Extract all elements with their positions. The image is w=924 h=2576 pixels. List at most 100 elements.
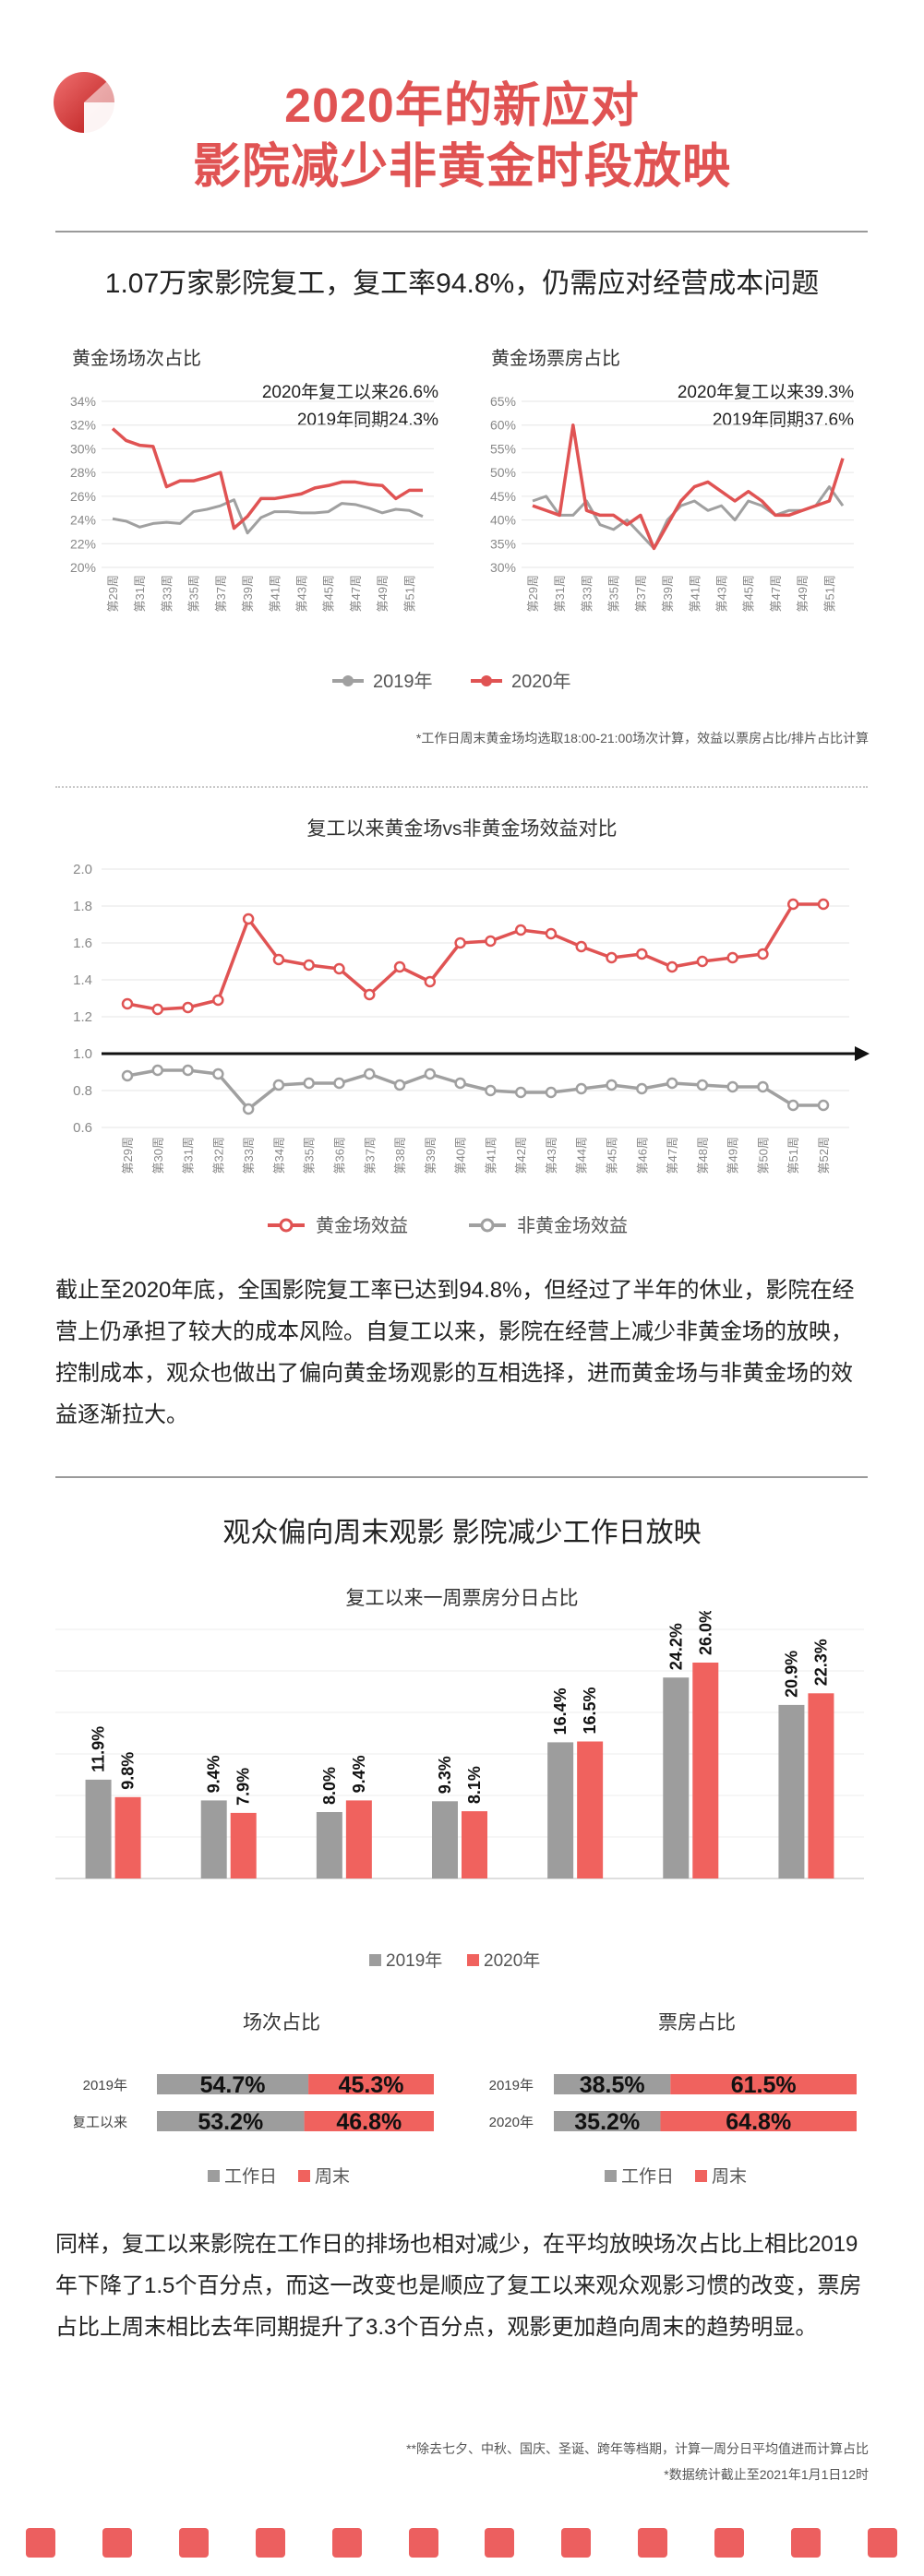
x-tick-label: 第41周 xyxy=(688,575,702,612)
x-tick-label: 第38周 xyxy=(393,1137,407,1174)
x-tick-label: 第49周 xyxy=(376,575,390,612)
x-tick-label: 第41周 xyxy=(268,575,282,612)
section1-title: 1.07万家影院复工，复工率94.8%，仍需应对经营成本问题 xyxy=(104,268,820,299)
data-point xyxy=(151,1064,164,1077)
chart5-title: 场次占比 xyxy=(243,2012,320,2033)
chart3-title: 复工以来黄金场vs非黄金场效益对比 xyxy=(306,818,618,840)
bar-2019年-周四 xyxy=(432,1801,458,1878)
y-tick-label: 0.6 xyxy=(73,1120,92,1136)
x-tick-label: 第41周 xyxy=(484,1137,498,1174)
data-label: 22.3% xyxy=(811,1639,830,1686)
data-label: 9.3% xyxy=(436,1756,454,1794)
data-point xyxy=(212,1067,224,1080)
series-line-2020年 xyxy=(111,427,423,531)
baseline-arrow-icon xyxy=(855,1046,870,1061)
decorative-square xyxy=(408,2528,438,2558)
bar-segment-周末 xyxy=(670,2074,857,2094)
data-point xyxy=(545,1086,558,1099)
y-tick-label: 50% xyxy=(490,465,516,480)
chart4-svg: 11.9%9.8%周一9.4%7.9%周二8.0%9.4%周三9.3%8.1%周… xyxy=(55,1611,864,1879)
x-tick-label: 第45周 xyxy=(322,575,336,612)
data-label: 54.7% xyxy=(200,2072,266,2098)
data-point xyxy=(786,1099,799,1112)
x-tick-label: 第36周 xyxy=(332,1137,346,1174)
x-tick-label: 第52周 xyxy=(817,1137,831,1174)
x-tick-label: 第37周 xyxy=(634,575,648,612)
y-tick-label: 60% xyxy=(490,418,516,433)
x-tick-label: 第29周 xyxy=(106,575,120,612)
y-tick-label: 26% xyxy=(70,489,96,504)
data-point xyxy=(424,1067,437,1080)
chart1-title: 黄金场场次占比 xyxy=(72,349,201,369)
data-point xyxy=(757,1080,769,1093)
data-point xyxy=(182,1001,194,1014)
y-tick-label: 1.6 xyxy=(73,936,92,951)
decorative-square xyxy=(26,2528,55,2558)
chart1-svg: 20% 22% 24% 26% 28% 30% 32% 34% 第29周 第31周 第33周 第35周… xyxy=(70,394,434,612)
bar-2019年-周三 xyxy=(316,1812,342,1878)
data-label: 11.9% xyxy=(90,1726,108,1772)
decorative-square xyxy=(331,2528,362,2558)
data-point xyxy=(575,1082,587,1095)
chart3-svg: 0.6 0.8 1.0 1.2 1.4 1.6 1.8 2.0 第29周 第30周 第31周 第32周… xyxy=(73,862,870,1174)
divider xyxy=(55,1476,868,1478)
data-point xyxy=(696,955,709,968)
decorative-square xyxy=(638,2528,668,2558)
x-tick-label: 第35周 xyxy=(303,1137,317,1174)
series-line-2019年 xyxy=(112,498,424,535)
section3-footnote2: *数据统计截止至2021年1月1日12时 xyxy=(664,2467,869,2482)
decorative-square xyxy=(561,2528,592,2558)
series-line-黄金场效益 xyxy=(126,902,823,1011)
data-point xyxy=(303,959,315,972)
legend-workday: 工作日 xyxy=(224,2166,277,2187)
bar-segment-工作日 xyxy=(554,2111,661,2131)
data-point xyxy=(726,1080,738,1093)
row-label: 2019年 xyxy=(83,2078,127,2093)
y-tick-label: 30% xyxy=(70,441,96,456)
data-point xyxy=(636,948,648,960)
x-tick-label: 第31周 xyxy=(182,1137,196,1174)
data-point xyxy=(606,1079,618,1091)
legend-2019-marker xyxy=(342,675,354,686)
decorative-square xyxy=(255,2528,285,2558)
legend-2020-marker xyxy=(481,675,492,686)
data-point xyxy=(272,1079,285,1091)
chart6-legend: 工作日 周末 xyxy=(605,2166,747,2187)
row-label: 2020年 xyxy=(489,2115,534,2130)
x-tick-label: 第51周 xyxy=(822,575,836,612)
bar-2019年-周五 xyxy=(547,1742,574,1878)
y-tick-label: 35% xyxy=(490,536,516,551)
section3-paragraph: 同样，复工以来影院在工作日的排场也相对减少，在平均放映场次占比上相比2019年下… xyxy=(55,2232,862,2340)
data-point xyxy=(242,912,255,925)
decorative-square xyxy=(791,2528,822,2558)
x-tick-label: 第43周 xyxy=(295,575,309,612)
data-point xyxy=(545,927,558,940)
y-tick-label: 1.4 xyxy=(73,972,92,988)
x-tick-label: 第42周 xyxy=(514,1137,528,1174)
chart12-legend: 2019年 2020年 xyxy=(332,671,571,692)
decorative-square xyxy=(868,2528,897,2558)
data-point xyxy=(364,988,376,1001)
data-point xyxy=(817,898,830,911)
chart1-annotation-2020: 2020年复工以来26.6% xyxy=(261,383,438,402)
series-line-2020年 xyxy=(532,423,845,551)
dotted-divider xyxy=(55,786,868,788)
y-tick-label: 1.2 xyxy=(73,1009,92,1025)
decorative-square xyxy=(102,2528,132,2558)
section2-paragraph: 截止至2020年底，全国影院复工率已达到94.8%，但经过了半年的休业，影院在经… xyxy=(55,1278,855,1427)
bar-2020年-周二 xyxy=(230,1812,257,1878)
chart6-title: 票房占比 xyxy=(658,2012,736,2033)
y-tick-label: 28% xyxy=(70,465,96,480)
chart3-legend: 黄金场效益 非黄金场效益 xyxy=(268,1215,628,1236)
page-title-line2: 影院减少非黄金时段放映 xyxy=(192,140,731,194)
y-tick-label: 1.8 xyxy=(73,899,92,914)
data-point xyxy=(666,960,678,973)
x-tick-label: 第40周 xyxy=(454,1137,468,1174)
y-tick-label: 55% xyxy=(490,441,516,456)
y-tick-label: 0.8 xyxy=(73,1083,92,1099)
data-label: 7.9% xyxy=(234,1768,253,1806)
data-label: 8.1% xyxy=(465,1766,484,1804)
legend-bar-2019: 2019年 xyxy=(386,1950,442,1971)
legend-workday: 工作日 xyxy=(621,2166,674,2187)
x-tick-label: 第47周 xyxy=(666,1137,679,1174)
